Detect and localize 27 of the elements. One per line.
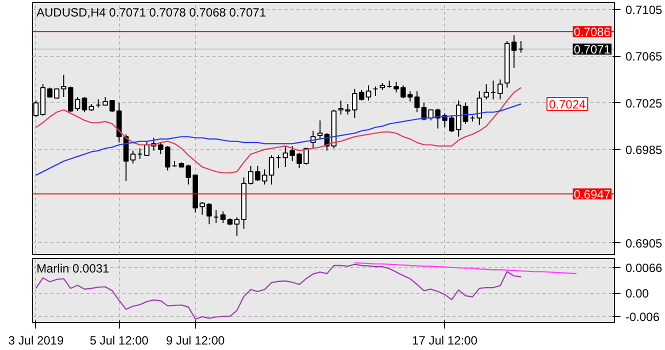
chart-title: AUDUSD,H4 0.7071 0.7078 0.7068 0.7071 — [36, 6, 266, 20]
candlestick — [220, 210, 226, 224]
ref-line-label: 0.6947 — [574, 187, 611, 202]
ref-line-label: 0.7086 — [574, 25, 611, 40]
line-series — [35, 87, 522, 174]
x-tick-label: 17 Jul 12:00 — [412, 334, 478, 348]
candlestick — [130, 150, 136, 164]
candlestick — [476, 90, 482, 126]
y-tick-label: 0.7105 — [626, 3, 663, 17]
y-tick-label: 0.6905 — [626, 236, 663, 250]
x-tick-label: 9 Jul 12:00 — [166, 334, 226, 348]
y-tick-label: 0.6985 — [626, 143, 663, 157]
y-tick-label: 0.7065 — [626, 50, 663, 64]
annotation: 0.7024 — [548, 98, 586, 112]
y-tick-label: 0.7025 — [626, 96, 663, 110]
y-tick-label: 0.0066 — [626, 260, 663, 275]
chart-title: Marlin 0.0031 — [36, 262, 110, 276]
line-series — [35, 264, 522, 320]
x-tick-label: 5 Jul 12:00 — [90, 334, 149, 348]
candlestick — [484, 84, 489, 100]
x-tick-label: 3 Jul 2019 — [8, 334, 64, 348]
line-series — [354, 262, 577, 274]
candlestick — [498, 79, 503, 100]
y-tick-label: -0.006 — [626, 310, 660, 324]
ref-line-label: 0.7071 — [574, 42, 611, 57]
candlestick — [317, 120, 323, 140]
y-tick-label: 0.00 — [626, 286, 650, 301]
